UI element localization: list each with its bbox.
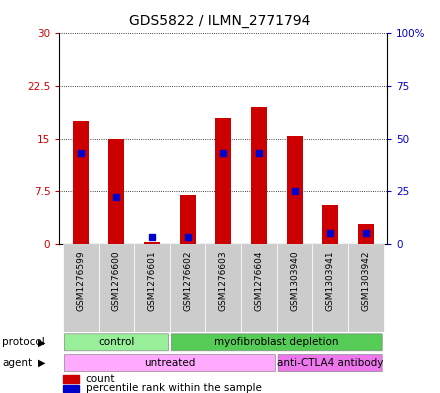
- FancyBboxPatch shape: [64, 334, 169, 351]
- FancyBboxPatch shape: [171, 334, 382, 351]
- Text: GSM1276601: GSM1276601: [147, 251, 157, 311]
- Text: control: control: [98, 337, 135, 347]
- Bar: [312, 244, 348, 332]
- Bar: [180, 195, 196, 244]
- Bar: [251, 107, 267, 244]
- Text: GSM1276602: GSM1276602: [183, 251, 192, 311]
- Text: GSM1276603: GSM1276603: [219, 251, 228, 311]
- Bar: [277, 244, 312, 332]
- Text: agent: agent: [2, 358, 32, 368]
- Bar: [108, 138, 125, 244]
- Bar: [241, 244, 277, 332]
- Text: myofibroblast depletion: myofibroblast depletion: [214, 337, 339, 347]
- Bar: [134, 244, 170, 332]
- Text: GSM1303940: GSM1303940: [290, 251, 299, 311]
- Text: protocol: protocol: [2, 337, 45, 347]
- FancyBboxPatch shape: [64, 354, 275, 372]
- Bar: [205, 244, 241, 332]
- Text: GSM1276599: GSM1276599: [76, 251, 85, 311]
- Text: count: count: [86, 374, 115, 384]
- Text: GSM1303941: GSM1303941: [326, 251, 335, 311]
- Bar: [348, 244, 384, 332]
- Text: GSM1276600: GSM1276600: [112, 251, 121, 311]
- Bar: [62, 375, 79, 383]
- Text: ▶: ▶: [38, 337, 46, 347]
- Bar: [215, 118, 231, 244]
- Bar: [286, 136, 303, 244]
- Bar: [63, 244, 99, 332]
- Text: anti-CTLA4 antibody: anti-CTLA4 antibody: [277, 358, 383, 368]
- Text: GDS5822 / ILMN_2771794: GDS5822 / ILMN_2771794: [129, 14, 311, 28]
- Bar: [358, 224, 374, 244]
- Text: GSM1276604: GSM1276604: [254, 251, 264, 311]
- Text: untreated: untreated: [144, 358, 195, 368]
- Bar: [170, 244, 205, 332]
- FancyBboxPatch shape: [278, 354, 382, 372]
- Bar: [62, 385, 79, 392]
- Bar: [322, 205, 338, 244]
- Text: percentile rank within the sample: percentile rank within the sample: [86, 384, 261, 393]
- Bar: [73, 121, 89, 244]
- Bar: [144, 242, 160, 244]
- Text: ▶: ▶: [38, 358, 46, 368]
- Text: GSM1303942: GSM1303942: [361, 251, 370, 311]
- Bar: [99, 244, 134, 332]
